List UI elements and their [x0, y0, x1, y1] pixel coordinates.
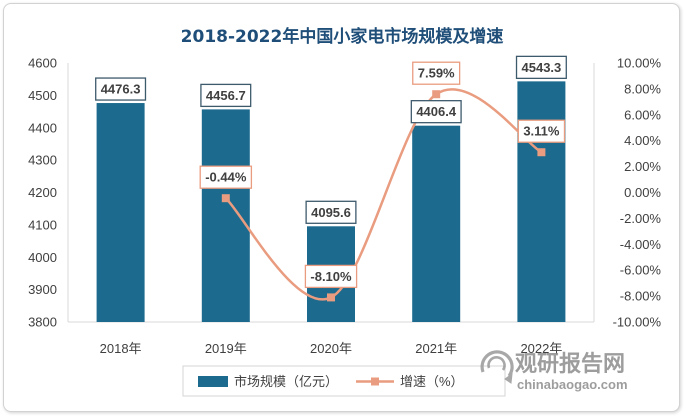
x-tick-label-2018: 2018年: [100, 341, 142, 356]
y-right-tick-label: 6.00%: [624, 107, 661, 122]
y-left-tick-label: 3900: [28, 282, 57, 297]
bar-value-label-2021-group: 4406.4: [410, 100, 462, 124]
legend-swatch-marker: [371, 377, 379, 386]
y-right-tick-label: -6.00%: [620, 263, 662, 278]
x-tick-label-2021: 2021年: [415, 341, 457, 356]
x-tick-label-2019: 2019年: [205, 341, 247, 356]
bar-value-label-2019-box: [200, 83, 252, 108]
growth-value-label-2022: 3.11%: [523, 124, 560, 139]
growth-value-label-2020: -8.10%: [310, 269, 352, 284]
growth-value-label-2019-group: -0.44%: [199, 165, 253, 189]
y-left-tick-label: 4400: [28, 120, 57, 135]
y-right-tick-label: 8.00%: [624, 81, 661, 96]
growth-value-label-2021: 7.59%: [418, 66, 455, 81]
y-right-tick-label: 10.00%: [617, 56, 662, 71]
bar-value-label-2021: 4406.4: [416, 104, 457, 119]
watermark-url: chinabaogao.com: [517, 377, 628, 392]
y-left-tick-label: 4600: [28, 56, 57, 71]
bar-value-label-2022: 4543.3: [522, 60, 562, 75]
growth-line-series: [221, 88, 546, 302]
growth-value-label-2022-box: [517, 119, 566, 143]
growth-value-label-2019-box: [199, 165, 253, 189]
y-left-tick-label: 4000: [28, 250, 57, 265]
bar-value-label-2021-box: [410, 100, 462, 124]
growth-line: [224, 88, 543, 301]
chart-title: 2018-2022年中国小家电市场规模及增速: [180, 27, 504, 47]
bar-value-label-2020: 4095.6: [311, 205, 351, 220]
axes: 3800 3900 4000 4100 4200 4300 4400 4500 4600 -10.…: [28, 56, 661, 357]
bar-value-label-2019-group: 4456.7: [200, 83, 252, 108]
watermark: 观研报告网 chinabaogao.com: [480, 350, 628, 392]
y-right-tick-label: -8.00%: [620, 289, 662, 304]
y-right-tick-label: -4.00%: [620, 237, 662, 252]
growth-value-label-2020-box: [304, 264, 358, 289]
y-left-tick-label: 4100: [28, 217, 57, 232]
y-left-tick-label: 4500: [28, 88, 57, 103]
swirl-logo-icon: [480, 350, 514, 384]
growth-value-label-2020-group: -8.10%: [304, 264, 358, 289]
bar-value-label-2020-box: [305, 200, 357, 224]
y-right-tick-label: -2.00%: [620, 211, 662, 226]
bar-value-label-2020-group: 4095.6: [305, 200, 357, 224]
watermark-brand: 观研报告网: [515, 352, 625, 377]
bar-2019: [201, 109, 250, 322]
x-tick-label-2022: 2022年: [520, 341, 562, 356]
bar-value-label-2018-box: [95, 77, 147, 101]
y-left-tick-label: 4200: [28, 185, 57, 200]
y-left-tick-label: 4300: [28, 153, 57, 168]
growth-value-label-2021-box: [412, 61, 461, 85]
bar-value-label-2022-group: 4543.3: [515, 55, 567, 80]
y-left-tick-label: 3800: [28, 315, 57, 330]
bar-2022: [517, 81, 566, 322]
legend-label-line: 增速（%）: [400, 374, 464, 389]
line-marker-2020: [327, 293, 335, 302]
legend-swatch-bar: [198, 376, 228, 387]
line-marker-2019: [221, 194, 230, 203]
bar-value-label-2018: 4476.3: [101, 82, 141, 97]
data-labels: 4476.3 4456.7 4095.6 4406.4 4543.3 -0.44% -8.1…: [95, 55, 567, 289]
bar-value-label-2018-group: 4476.3: [95, 77, 147, 101]
line-marker-2021: [432, 90, 441, 99]
legend-label-bar: 市场规模（亿元）: [234, 374, 338, 389]
y-right-tick-label: -10.00%: [613, 315, 662, 330]
bar-value-label-2019: 4456.7: [206, 88, 246, 103]
bar-value-label-2022-box: [515, 55, 567, 80]
line-marker-2022: [537, 148, 546, 157]
growth-value-label-2021-group: 7.59%: [412, 61, 461, 85]
y-right-tick-label: 0.00%: [624, 185, 661, 200]
y-right-tick-label: 2.00%: [624, 159, 661, 174]
y-right-tick-label: 4.00%: [624, 133, 661, 148]
bar-2018: [96, 103, 145, 322]
legend: 市场规模（亿元） 增速（%）: [182, 365, 506, 397]
bar-2021: [412, 125, 461, 322]
growth-value-label-2019: -0.44%: [205, 170, 247, 185]
growth-value-label-2022-group: 3.11%: [517, 119, 566, 143]
legend-box: [182, 365, 506, 397]
x-tick-label-2020: 2020年: [310, 341, 352, 356]
